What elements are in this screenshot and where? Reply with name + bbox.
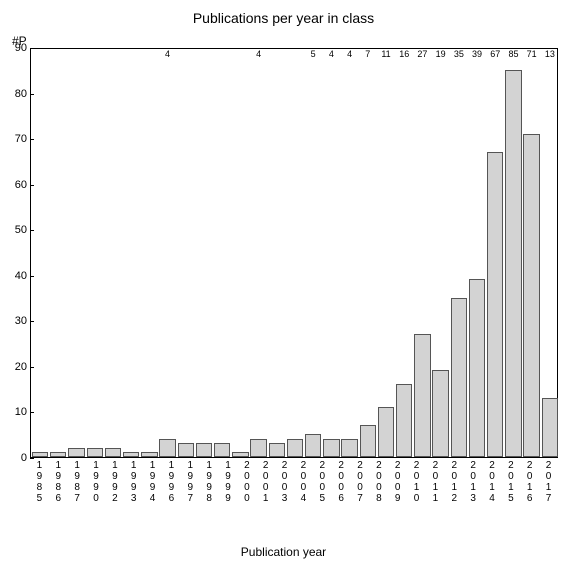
x-tick-label: 1998 xyxy=(204,460,214,504)
bar xyxy=(50,452,66,457)
bar xyxy=(360,425,376,457)
bar-value-label: 7 xyxy=(360,49,376,423)
x-tick-label: 1993 xyxy=(129,460,139,504)
bar-value-label: 13 xyxy=(542,49,558,396)
y-tick-label: 40 xyxy=(5,270,27,282)
y-tick-mark xyxy=(30,321,34,322)
x-tick-label: 1996 xyxy=(166,460,176,504)
bar xyxy=(214,443,230,457)
x-tick-label: 1990 xyxy=(91,460,101,504)
x-tick-label: 2016 xyxy=(525,460,535,504)
x-tick-label: 2008 xyxy=(374,460,384,504)
bar xyxy=(523,134,539,457)
bar-value-label: 67 xyxy=(487,49,503,150)
x-tick-label: 1997 xyxy=(185,460,195,504)
bar xyxy=(123,452,139,457)
bar xyxy=(232,452,248,457)
x-tick-label: 2004 xyxy=(298,460,308,504)
bar xyxy=(305,434,321,457)
y-tick-mark xyxy=(30,230,34,231)
y-tick-mark xyxy=(30,458,34,459)
bar xyxy=(87,448,103,457)
x-tick-label: 1992 xyxy=(110,460,120,504)
bar-value-label: 71 xyxy=(523,49,539,132)
x-tick-label: 1987 xyxy=(72,460,82,504)
bar xyxy=(269,443,285,457)
bar xyxy=(396,384,412,457)
bar-value-label: 11 xyxy=(378,49,394,405)
bar-value-label: 16 xyxy=(396,49,412,382)
x-tick-label: 2009 xyxy=(393,460,403,504)
x-tick-label: 2011 xyxy=(430,460,440,504)
x-tick-label: 2015 xyxy=(506,460,516,504)
x-axis-label: Publication year xyxy=(0,545,567,559)
bar-value-label: 35 xyxy=(451,49,467,296)
bar xyxy=(487,152,503,457)
x-tick-label: 2010 xyxy=(412,460,422,504)
bar xyxy=(469,279,485,457)
bar xyxy=(105,448,121,457)
chart-container: Publications per year in class #P 445447… xyxy=(0,0,567,567)
y-tick-label: 90 xyxy=(5,42,27,54)
x-tick-label: 2000 xyxy=(242,460,252,504)
plot-area: 44544711162719353967857113 xyxy=(30,48,558,458)
y-tick-mark xyxy=(30,94,34,95)
y-tick-mark xyxy=(30,367,34,368)
y-tick-label: 20 xyxy=(5,361,27,373)
bar xyxy=(542,398,558,457)
bar xyxy=(323,439,339,457)
bar xyxy=(341,439,357,457)
bars-group: 44544711162719353967857113 xyxy=(31,49,557,457)
x-tick-label: 2017 xyxy=(544,460,554,504)
y-tick-label: 50 xyxy=(5,224,27,236)
bar-value-label: 5 xyxy=(305,49,321,432)
bar-value-label: 4 xyxy=(250,49,266,437)
bar-value-label: 4 xyxy=(341,49,357,437)
x-ticks: 1985 1986 1987 1990 1992 1993 1994 1996 1997 1998… xyxy=(30,460,558,520)
x-tick-label: 2005 xyxy=(317,460,327,504)
y-tick-label: 60 xyxy=(5,179,27,191)
bar xyxy=(141,452,157,457)
bar xyxy=(250,439,266,457)
y-tick-mark xyxy=(30,276,34,277)
bar-value-label: 4 xyxy=(159,49,175,437)
y-tick-mark xyxy=(30,185,34,186)
x-tick-label: 2007 xyxy=(355,460,365,504)
bar-value-label: 19 xyxy=(432,49,448,368)
x-tick-label: 2001 xyxy=(261,460,271,504)
bar xyxy=(378,407,394,457)
x-tick-label: 1999 xyxy=(223,460,233,504)
bar xyxy=(32,452,48,457)
y-tick-label: 0 xyxy=(5,452,27,464)
bar xyxy=(414,334,430,457)
bar xyxy=(68,448,84,457)
x-tick-label: 1994 xyxy=(148,460,158,504)
y-tick-label: 80 xyxy=(5,88,27,100)
x-tick-label: 2014 xyxy=(487,460,497,504)
x-tick-label: 1986 xyxy=(53,460,63,504)
y-tick-label: 30 xyxy=(5,315,27,327)
bar xyxy=(432,370,448,457)
bar xyxy=(451,298,467,457)
bar xyxy=(287,439,303,457)
y-tick-mark xyxy=(30,48,34,49)
bar xyxy=(505,70,521,457)
bar-value-label: 39 xyxy=(469,49,485,277)
x-tick-label: 2013 xyxy=(468,460,478,504)
x-tick-label: 1985 xyxy=(34,460,44,504)
x-tick-label: 2003 xyxy=(280,460,290,504)
bar-value-label: 85 xyxy=(505,49,521,68)
bar-value-label: 27 xyxy=(414,49,430,332)
y-tick-label: 70 xyxy=(5,133,27,145)
y-tick-mark xyxy=(30,139,34,140)
y-tick-mark xyxy=(30,412,34,413)
x-tick-label: 2012 xyxy=(449,460,459,504)
bar xyxy=(159,439,175,457)
chart-title: Publications per year in class xyxy=(0,10,567,26)
bar-value-label: 4 xyxy=(323,49,339,437)
bar xyxy=(196,443,212,457)
y-tick-label: 10 xyxy=(5,406,27,418)
bar xyxy=(178,443,194,457)
x-tick-label: 2006 xyxy=(336,460,346,504)
